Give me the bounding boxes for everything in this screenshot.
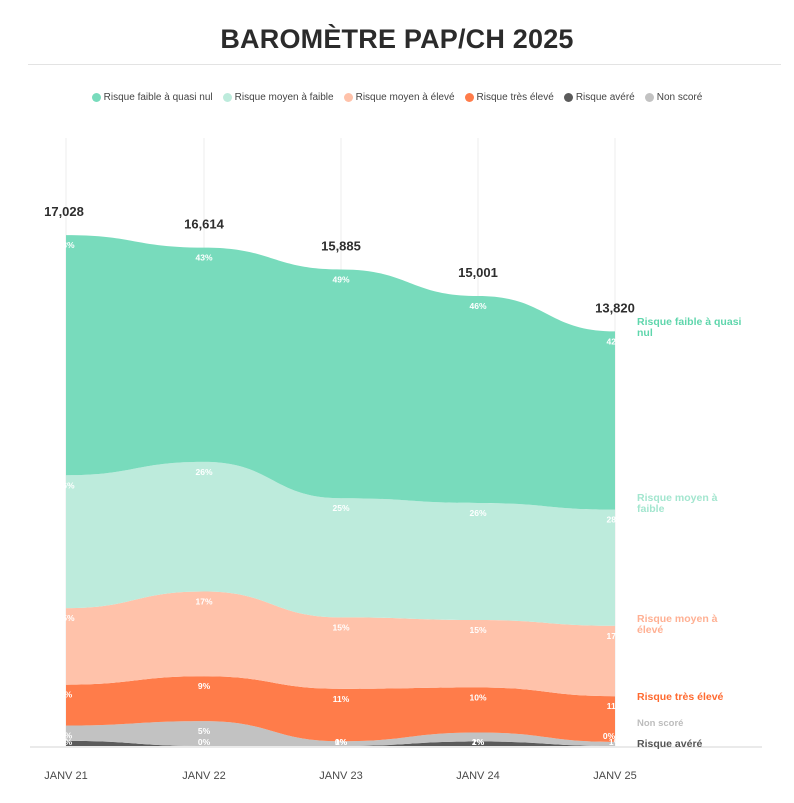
area-risque-moyen-a-eleve xyxy=(66,591,615,697)
legend-label: Risque très élevé xyxy=(476,92,554,103)
legend-item-risque-moyen-a-faible: Risque moyen à faible xyxy=(222,92,334,103)
percent-label: 25% xyxy=(332,503,349,513)
percent-label: 48% xyxy=(57,240,74,250)
end-label-risque-avere: Risque avéré xyxy=(637,738,703,750)
percent-label: 43% xyxy=(195,253,212,263)
percent-label: 26% xyxy=(57,480,74,490)
percent-label: 1% xyxy=(335,737,348,747)
legend-label: Risque faible à quasi nul xyxy=(103,92,213,103)
percent-label: 1% xyxy=(472,737,485,747)
percent-label: 46% xyxy=(469,301,486,311)
percent-label: 10% xyxy=(469,692,486,702)
end-label-risque-moyen-a-eleve: Risque moyen à xyxy=(637,613,718,625)
x-tick-label: JANV 24 xyxy=(456,770,499,782)
x-tick-label: JANV 21 xyxy=(44,770,87,782)
area-risque-faible-a-quasi-nul xyxy=(66,235,615,510)
percent-label: 5% xyxy=(198,726,211,736)
percent-label: 26% xyxy=(469,508,486,518)
percent-label: 9% xyxy=(198,681,211,691)
chart-title: BAROMÈTRE PAP/CH 2025 xyxy=(220,24,574,54)
percent-label: 49% xyxy=(332,274,349,284)
x-tick-label: JANV 23 xyxy=(319,770,362,782)
percent-label: 8% xyxy=(60,690,73,700)
legend-label: Non scoré xyxy=(656,92,703,103)
percent-label: 17% xyxy=(606,631,623,641)
end-label-risque-moyen-a-eleve: élevé xyxy=(637,624,663,636)
total-label: 16,614 xyxy=(184,217,225,232)
legend-item-risque-faible-a-quasi-nul: Risque faible à quasi nul xyxy=(91,92,213,103)
percent-label: 42% xyxy=(606,336,623,346)
title-divider xyxy=(28,64,781,65)
legend-swatch xyxy=(644,93,654,102)
legend-swatch xyxy=(464,93,474,102)
legend-label: Risque avéré xyxy=(575,92,635,103)
percent-label: 1% xyxy=(609,737,622,747)
total-label: 17,028 xyxy=(44,204,84,219)
area-risque-moyen-a-faible xyxy=(66,461,615,626)
legend-item-risque-avere: Risque avéré xyxy=(563,92,635,103)
end-label-risque-moyen-a-faible: faible xyxy=(637,503,665,515)
percent-label: 3% xyxy=(60,731,73,741)
end-label-non-score: Non scoré xyxy=(637,718,683,729)
x-tick-label: JANV 25 xyxy=(593,770,636,782)
percent-label: 11% xyxy=(607,701,624,711)
percent-label: 11% xyxy=(333,694,350,704)
end-label-risque-moyen-a-faible: Risque moyen à xyxy=(637,492,718,504)
legend-label: Risque moyen à faible xyxy=(234,92,334,103)
end-label-risque-tres-eleve: Risque très élevé xyxy=(637,691,724,703)
legend-swatch xyxy=(222,93,232,102)
total-label: 15,885 xyxy=(321,238,361,253)
legend-swatch xyxy=(563,93,573,102)
x-tick-label: JANV 22 xyxy=(182,770,225,782)
percent-label: 17% xyxy=(195,596,212,606)
percent-label: 15% xyxy=(57,613,74,623)
legend: Risque faible à quasi nul Risque moyen à … xyxy=(0,92,794,103)
area-risque-avere xyxy=(66,740,615,746)
percent-label: 28% xyxy=(606,515,623,525)
percent-label: 1% xyxy=(60,737,73,747)
percent-label: 0% xyxy=(603,731,616,741)
legend-swatch xyxy=(343,93,353,102)
total-label: 15,001 xyxy=(458,265,498,280)
legend-label: Risque moyen à élevé xyxy=(355,92,455,103)
legend-swatch xyxy=(91,93,101,102)
end-label-risque-faible-a-quasi-nul: Risque faible à quasi xyxy=(637,316,742,328)
end-label-risque-faible-a-quasi-nul: nul xyxy=(637,327,653,339)
percent-label: 15% xyxy=(469,625,486,635)
legend-item-risque-moyen-a-eleve: Risque moyen à élevé xyxy=(343,92,455,103)
legend-item-risque-tres-eleve: Risque très élevé xyxy=(464,92,554,103)
percent-label: 26% xyxy=(195,467,212,477)
area-risque-tres-eleve xyxy=(66,676,615,742)
percent-label: 0% xyxy=(198,737,211,747)
percent-label: 0% xyxy=(335,737,348,747)
percent-label: 2% xyxy=(472,737,485,747)
legend-item-non-score: Non scoré xyxy=(644,92,703,103)
percent-label: 15% xyxy=(332,622,349,632)
total-label: 13,820 xyxy=(595,300,635,315)
area-non-score xyxy=(66,721,615,746)
